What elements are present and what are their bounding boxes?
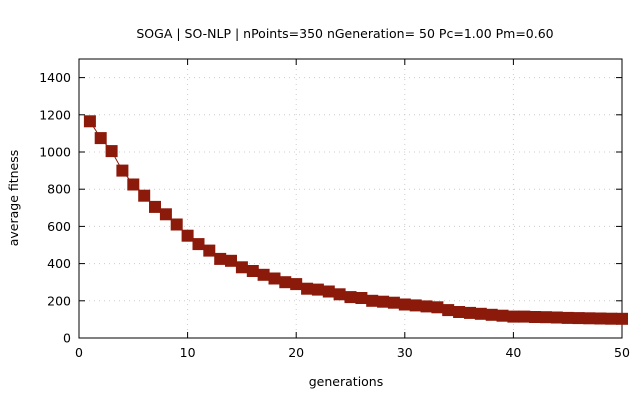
x-tick-label: 10 — [180, 345, 196, 360]
data-point-marker — [507, 310, 520, 323]
data-point-marker — [485, 308, 498, 321]
data-point-marker — [311, 283, 324, 296]
data-point-marker — [453, 306, 466, 318]
x-tick-label: 30 — [397, 345, 413, 360]
data-point-marker — [431, 301, 444, 314]
data-point-marker — [127, 178, 140, 191]
data-point-marker — [170, 218, 183, 231]
data-point-marker — [268, 272, 281, 285]
y-tick-label: 1200 — [39, 107, 71, 122]
data-point-marker — [398, 298, 411, 311]
data-point-marker — [420, 300, 433, 313]
data-point-marker — [605, 312, 618, 325]
data-point-marker — [496, 309, 509, 322]
data-point-marker — [159, 208, 172, 221]
data-point-marker — [235, 261, 248, 274]
data-point-marker — [540, 311, 552, 324]
x-tick-label: 50 — [614, 345, 630, 360]
data-point-marker — [214, 252, 227, 265]
x-tick-label: 0 — [75, 345, 83, 360]
x-axis-title: generations — [309, 374, 384, 389]
data-point-marker — [83, 115, 96, 128]
y-tick-label: 0 — [63, 331, 71, 346]
data-point-marker — [366, 294, 379, 307]
y-tick-label: 200 — [47, 293, 71, 308]
data-point-marker — [225, 254, 237, 267]
data-point-marker — [518, 310, 531, 323]
data-point-marker — [301, 282, 314, 295]
data-point-marker — [594, 312, 607, 325]
data-point-marker — [355, 292, 368, 304]
data-point-marker — [409, 299, 422, 312]
data-point-marker — [550, 311, 563, 324]
data-point-marker — [616, 312, 628, 325]
data-point-marker — [387, 296, 400, 309]
data-point-marker — [474, 307, 487, 320]
data-point-marker — [377, 295, 390, 308]
data-point-marker — [181, 229, 194, 242]
y-tick-label: 1400 — [39, 70, 71, 85]
x-tick-label: 20 — [288, 345, 304, 360]
y-tick-label: 400 — [47, 256, 71, 271]
plot-frame — [78, 58, 623, 339]
data-point-marker — [442, 304, 455, 317]
data-point-marker — [290, 278, 303, 291]
data-point-marker — [105, 145, 118, 158]
x-tick-label: 40 — [505, 345, 521, 360]
data-point-marker — [94, 132, 107, 145]
y-tick-label: 1000 — [39, 145, 71, 160]
data-point-marker — [529, 311, 542, 323]
y-tick-label: 600 — [47, 219, 71, 234]
data-point-marker — [257, 268, 270, 281]
data-point-marker — [464, 306, 476, 319]
data-series — [83, 115, 628, 325]
y-axis-title: average fitness — [6, 150, 21, 247]
data-point-marker — [333, 288, 346, 301]
data-point-marker — [116, 164, 129, 177]
data-point-marker — [583, 312, 596, 325]
data-point-marker — [279, 276, 292, 289]
data-point-marker — [149, 200, 161, 213]
y-tick-label: 800 — [47, 182, 71, 197]
data-point-marker — [138, 189, 151, 202]
chart-title: SOGA | SO-NLP | nPoints=350 nGeneration=… — [136, 26, 553, 41]
data-point-marker — [203, 244, 216, 257]
data-point-marker — [572, 312, 585, 325]
data-point-marker — [192, 238, 205, 251]
data-point-marker — [246, 265, 259, 277]
data-point-marker — [322, 285, 335, 298]
axis-ticks: 0 200 400 600 800 1000 1200 1400 0 10 20 30 40 50 — [39, 59, 630, 360]
data-point-marker — [344, 291, 357, 304]
data-point-marker — [561, 311, 574, 324]
grid-lines — [79, 59, 622, 338]
